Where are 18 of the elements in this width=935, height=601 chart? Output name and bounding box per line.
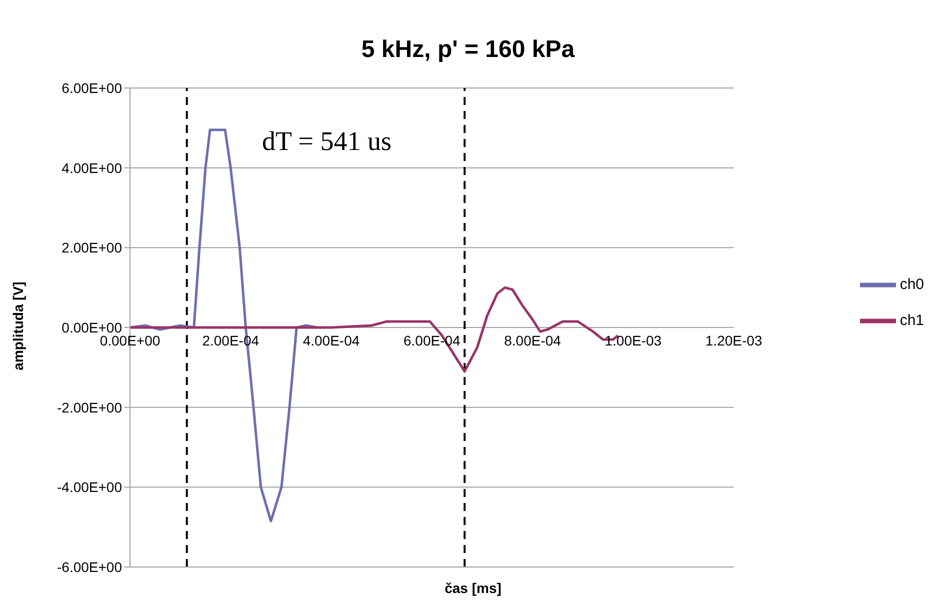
x-tick-label: 0.00E+00 [100, 332, 160, 348]
x-tick-label: 4.00E-04 [302, 332, 360, 348]
y-tick-label: 2.00E+00 [62, 240, 122, 256]
y-tick-label: -6.00E+00 [57, 558, 122, 575]
y-tick-label: 4.00E+00 [62, 160, 122, 176]
y-axis-title: amplituda [V] [10, 280, 26, 372]
y-tick-label: -4.00E+00 [57, 479, 122, 496]
annotation: dT = 541 us [262, 126, 392, 157]
x-axis-title: čas [ms] [444, 580, 502, 596]
legend-label: ch1 [900, 312, 924, 329]
x-tick-label: 1.00E-03 [604, 332, 662, 348]
y-tick-label: 6.00E+00 [62, 80, 122, 96]
chart-title: 5 kHz, p' = 160 kPa [360, 36, 576, 64]
x-tick-label: 8.00E-04 [504, 332, 562, 348]
y-tick-label: -2.00E+00 [57, 399, 122, 416]
x-tick-label: 1.20E-03 [705, 332, 762, 348]
legend-label: ch0 [900, 276, 924, 293]
y-tick-label: 0.00E+00 [62, 319, 122, 336]
